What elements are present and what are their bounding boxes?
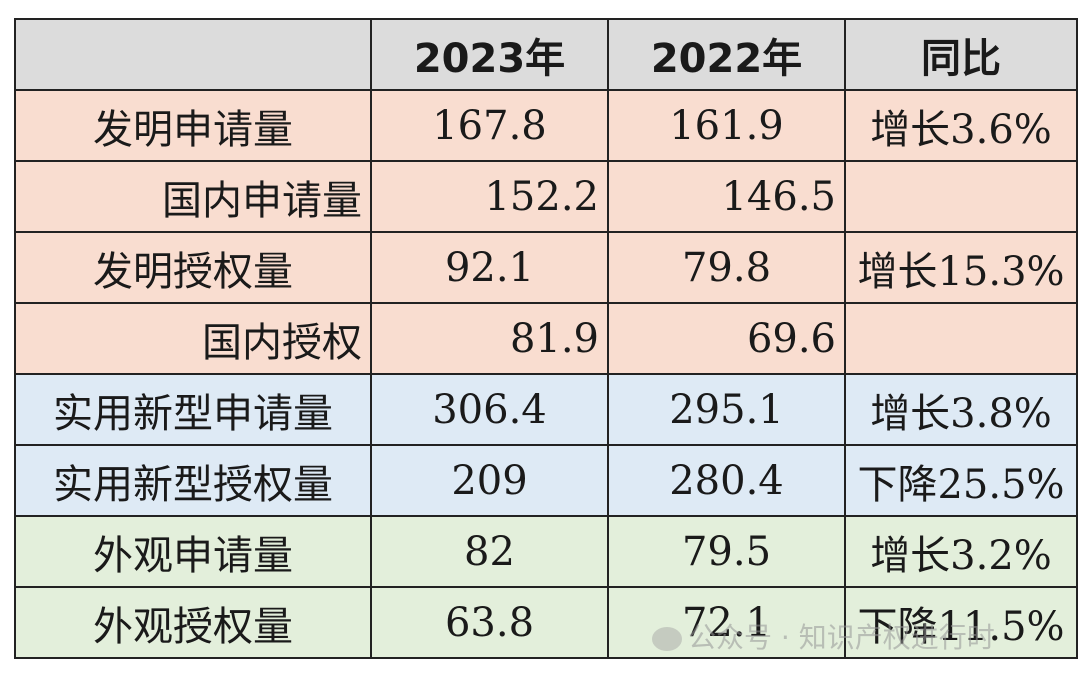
- watermark-text: 公众号 · 知识产权进行时: [688, 621, 995, 654]
- cell-2023: 152.2: [370, 160, 609, 233]
- header-cell-blank: [14, 18, 372, 91]
- cell-yoy: [844, 160, 1078, 233]
- table-row: 发明授权量 92.1 79.8 增长15.3%: [14, 231, 1078, 304]
- watermark: 公众号 · 知识产权进行时: [652, 616, 995, 656]
- row-label: 实用新型授权量: [14, 444, 372, 517]
- header-cell-2022: 2022年: [607, 18, 846, 91]
- table-header-row: 2023年 2022年 同比: [14, 18, 1078, 91]
- cell-2023: 63.8: [370, 586, 609, 659]
- patent-stats-table: 2023年 2022年 同比 发明申请量 167.8 161.9 增长3.6% …: [14, 18, 1078, 659]
- row-label: 实用新型申请量: [14, 373, 372, 446]
- cell-yoy: 增长15.3%: [844, 231, 1078, 304]
- row-label: 国内申请量: [14, 160, 372, 233]
- cell-2023: 92.1: [370, 231, 609, 304]
- cell-2023: 167.8: [370, 89, 609, 162]
- cell-yoy: [844, 302, 1078, 375]
- table-row: 外观授权量 63.8 72.1 下降11.5%: [14, 586, 1078, 659]
- cell-2023: 209: [370, 444, 609, 517]
- cell-yoy: 增长3.6%: [844, 89, 1078, 162]
- cell-yoy: 增长3.2%: [844, 515, 1078, 588]
- cell-yoy: 下降11.5%: [844, 586, 1078, 659]
- header-cell-yoy: 同比: [844, 18, 1078, 91]
- header-cell-2023: 2023年: [370, 18, 609, 91]
- cell-2022: 280.4: [607, 444, 846, 517]
- table-row: 国内授权 81.9 69.6: [14, 302, 1078, 375]
- wechat-icon: [652, 627, 682, 651]
- row-label: 外观申请量: [14, 515, 372, 588]
- row-label: 国内授权: [14, 302, 372, 375]
- cell-2022: 295.1: [607, 373, 846, 446]
- cell-2022: 146.5: [607, 160, 846, 233]
- table-row: 实用新型授权量 209 280.4 下降25.5%: [14, 444, 1078, 517]
- row-label: 外观授权量: [14, 586, 372, 659]
- cell-2023: 81.9: [370, 302, 609, 375]
- cell-2022: 161.9: [607, 89, 846, 162]
- cell-2023: 306.4: [370, 373, 609, 446]
- row-label: 发明申请量: [14, 89, 372, 162]
- cell-yoy: 增长3.8%: [844, 373, 1078, 446]
- table-row: 外观申请量 82 79.5 增长3.2%: [14, 515, 1078, 588]
- cell-2023: 82: [370, 515, 609, 588]
- table-row: 实用新型申请量 306.4 295.1 增长3.8%: [14, 373, 1078, 446]
- cell-2022: 79.5: [607, 515, 846, 588]
- cell-2022: 79.8: [607, 231, 846, 304]
- cell-yoy: 下降25.5%: [844, 444, 1078, 517]
- cell-2022: 72.1: [607, 586, 846, 659]
- table-row: 发明申请量 167.8 161.9 增长3.6%: [14, 89, 1078, 162]
- cell-2022: 69.6: [607, 302, 846, 375]
- row-label: 发明授权量: [14, 231, 372, 304]
- stats-table-container: 2023年 2022年 同比 发明申请量 167.8 161.9 增长3.6% …: [14, 18, 1078, 659]
- table-row: 国内申请量 152.2 146.5: [14, 160, 1078, 233]
